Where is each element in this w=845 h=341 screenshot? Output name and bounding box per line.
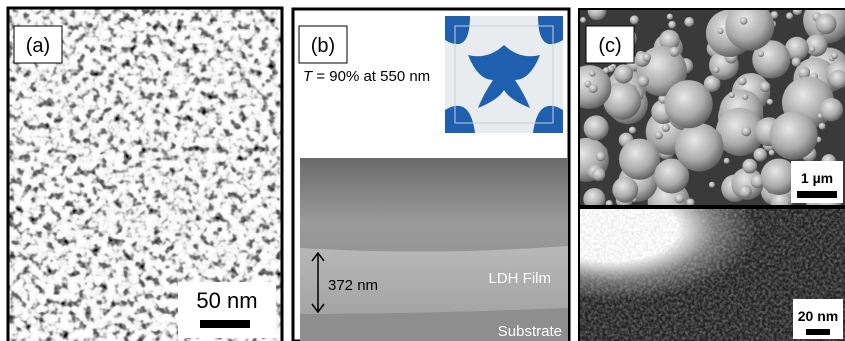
panel-c: (c) 1 µm 20 nm — [565, 0, 845, 341]
sphere — [675, 194, 685, 204]
symbol: T — [303, 68, 314, 85]
sphere — [767, 99, 773, 105]
panel-label: (b) — [311, 35, 335, 57]
sphere — [629, 127, 636, 134]
sphere — [709, 182, 715, 188]
sphere — [589, 84, 598, 93]
sphere — [589, 71, 595, 77]
sphere — [820, 98, 843, 121]
sphere — [655, 131, 663, 139]
page: {"panels":[ {"label":"(a)","scale_bar":"… — [0, 0, 845, 341]
layer-label: LDH Film — [489, 270, 552, 287]
sphere — [596, 152, 606, 162]
sphere — [603, 67, 609, 73]
sphere — [816, 13, 837, 34]
sphere — [819, 123, 826, 130]
sphere — [643, 53, 652, 62]
sphere — [805, 34, 827, 56]
layer-label: Substrate — [498, 323, 562, 340]
sphere — [584, 115, 609, 140]
photo-inset — [445, 16, 563, 133]
sphere — [758, 51, 764, 57]
scale-label: 50 nm — [196, 288, 257, 313]
sphere — [717, 28, 723, 34]
panel-label: (c) — [598, 35, 621, 57]
scale-label: 20 nm — [798, 308, 838, 324]
annotation-text: = 90% at 550 nm — [316, 68, 430, 85]
sphere — [724, 158, 730, 164]
sphere — [713, 67, 719, 73]
sphere — [619, 139, 660, 180]
sphere — [760, 81, 771, 92]
sphere — [786, 12, 793, 19]
sphere — [665, 80, 713, 128]
sphere — [638, 75, 649, 86]
sphere — [742, 159, 757, 174]
panel-b: (b) T = 90% at 550 nm 372 nm LDH Film Su… — [293, 9, 569, 341]
sphere — [769, 150, 775, 156]
transmittance: T = 90% at 550 nm — [303, 68, 430, 85]
sphere — [630, 15, 639, 24]
sphere — [684, 17, 694, 27]
sphere — [740, 17, 748, 25]
sphere — [793, 6, 802, 15]
scale-bar — [200, 320, 250, 328]
figure: (a) 50 nm (b) T = 90% at 550 nm 372 nm L… — [0, 0, 845, 341]
sphere — [592, 168, 605, 181]
scale-bar — [806, 329, 830, 335]
sphere — [612, 177, 638, 203]
sphere — [588, 2, 607, 21]
sphere — [662, 123, 670, 131]
sphere — [741, 126, 751, 136]
panel-a: (a) 50 nm — [8, 8, 282, 341]
sphere — [739, 185, 752, 198]
sphere — [792, 57, 801, 66]
scale-bar — [797, 191, 837, 198]
scale-label: 1 µm — [801, 170, 833, 186]
sphere — [729, 92, 735, 98]
sphere — [738, 77, 747, 86]
thickness-label: 372 nm — [328, 277, 378, 294]
sphere — [675, 123, 723, 171]
sphere — [769, 111, 817, 159]
sphere — [831, 52, 838, 59]
sphere — [742, 94, 748, 100]
sphere — [809, 46, 815, 52]
sphere — [614, 64, 633, 83]
sphere — [668, 21, 676, 29]
sphere — [669, 46, 679, 56]
panel-label: (a) — [26, 35, 50, 57]
sphere — [580, 17, 586, 23]
sphere — [667, 14, 673, 20]
